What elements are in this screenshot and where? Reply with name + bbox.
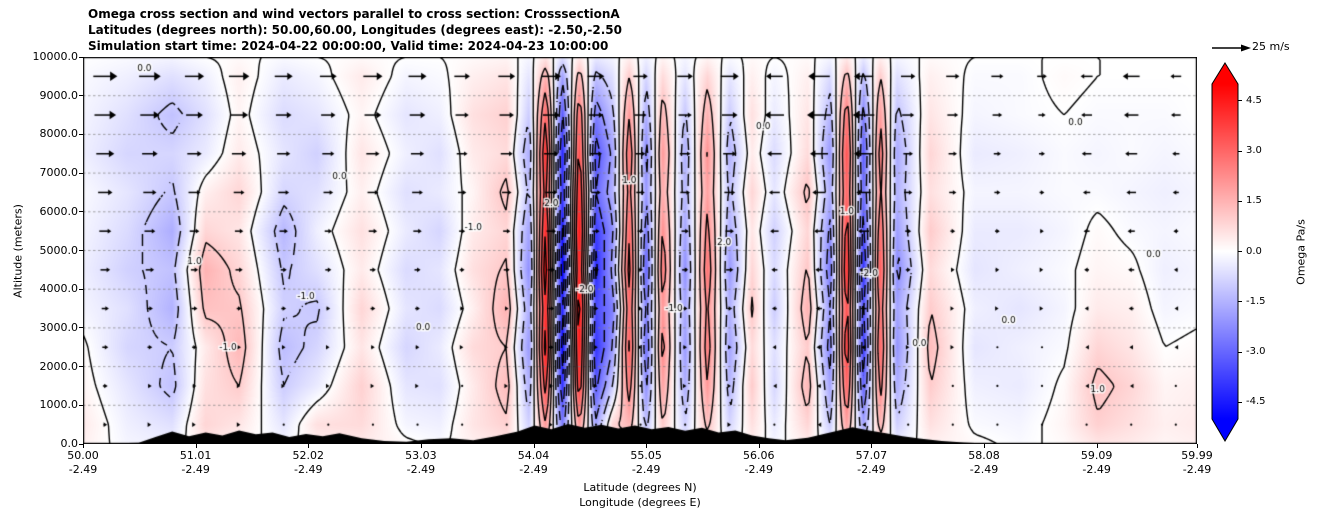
x-tick-longitude: -2.49 bbox=[969, 463, 999, 476]
y-tick-mark bbox=[79, 95, 83, 97]
colorbar-tick-mark bbox=[1238, 150, 1242, 152]
x-tick-label: 50.00 -2.49 bbox=[53, 449, 113, 477]
x-tick-label: 51.01 -2.49 bbox=[166, 449, 226, 477]
colorbar-gradient bbox=[1212, 84, 1238, 419]
colorbar-extend-max bbox=[1212, 63, 1238, 84]
x-tick-mark bbox=[758, 444, 760, 448]
title-line-3: Simulation start time: 2024-04-22 00:00:… bbox=[88, 39, 609, 53]
x-tick-longitude: -2.49 bbox=[744, 463, 773, 476]
x-tick-mark bbox=[83, 444, 84, 448]
x-tick-longitude: -2.49 bbox=[406, 463, 436, 476]
colorbar-tick-label: -3.0 bbox=[1246, 346, 1266, 357]
x-tick-mark bbox=[308, 444, 310, 448]
title-line-2: Latitudes (degrees north): 50.00,60.00, … bbox=[88, 23, 622, 37]
quiver-key-label: 25 m/s bbox=[1252, 40, 1290, 53]
x-tick-latitude: 50.00 bbox=[67, 449, 99, 462]
colorbar-tick-label: 4.5 bbox=[1246, 94, 1262, 106]
x-tick-latitude: 59.09 bbox=[1080, 449, 1113, 462]
colorbar-tick-mark bbox=[1238, 301, 1242, 303]
x-tick-mark bbox=[420, 444, 422, 448]
omega-cross-section-canvas bbox=[83, 57, 1197, 444]
y-tick-label: 2000.0 bbox=[39, 359, 79, 373]
y-tick-mark bbox=[79, 211, 83, 213]
y-tick-mark bbox=[79, 56, 83, 58]
x-tick-latitude: 52.02 bbox=[292, 449, 325, 462]
x-tick-latitude: 56.06 bbox=[743, 449, 775, 462]
x-tick-mark bbox=[871, 444, 873, 448]
x-tick-longitude: -2.49 bbox=[68, 463, 98, 476]
x-tick-latitude: 55.05 bbox=[630, 449, 662, 462]
colorbar-tick-mark bbox=[1238, 401, 1242, 403]
x-tick-latitude: 53.03 bbox=[405, 449, 437, 462]
y-tick-label: 6000.0 bbox=[39, 204, 79, 218]
y-tick-label: 4000.0 bbox=[39, 282, 79, 296]
chart-title: Omega cross section and wind vectors par… bbox=[88, 6, 622, 54]
x-tick-label: 54.04 -2.49 bbox=[504, 449, 564, 477]
y-tick-label: 8000.0 bbox=[39, 127, 79, 141]
y-tick-label: 0.0 bbox=[60, 437, 79, 450]
title-line-1: Omega cross section and wind vectors par… bbox=[88, 7, 620, 21]
x-tick-longitude: -2.49 bbox=[1082, 463, 1111, 476]
x-tick-label: 59.99 -2.49 bbox=[1167, 449, 1227, 477]
plot-area bbox=[83, 57, 1197, 444]
colorbar-tick-mark bbox=[1238, 351, 1242, 353]
y-tick-mark bbox=[79, 172, 83, 174]
y-tick-mark bbox=[79, 250, 83, 251]
x-tick-label: 55.05 -2.49 bbox=[616, 449, 676, 477]
x-tick-mark bbox=[1096, 444, 1098, 448]
colorbar-tick-label: 1.5 bbox=[1246, 195, 1262, 207]
x-tick-longitude: -2.49 bbox=[631, 463, 661, 476]
x-tick-longitude: -2.49 bbox=[1182, 463, 1212, 476]
x-tick-mark bbox=[533, 444, 535, 448]
x-tick-label: 52.02 -2.49 bbox=[278, 449, 338, 477]
x-tick-label: 59.09 -2.49 bbox=[1067, 449, 1127, 477]
y-tick-label: 10000.0 bbox=[32, 50, 79, 63]
colorbar-tick-label: 3.0 bbox=[1246, 145, 1262, 156]
x-tick-longitude: -2.49 bbox=[181, 463, 210, 476]
y-tick-label: 1000.0 bbox=[39, 398, 79, 412]
y-tick-mark bbox=[79, 133, 83, 135]
x-tick-label: 57.07 -2.49 bbox=[841, 449, 901, 477]
y-tick-label: 3000.0 bbox=[39, 320, 79, 334]
y-tick-mark bbox=[79, 404, 83, 406]
colorbar-tick-mark bbox=[1238, 100, 1242, 102]
y-tick-mark bbox=[79, 327, 83, 329]
y-tick-mark bbox=[79, 366, 83, 368]
colorbar bbox=[1211, 62, 1239, 442]
x-tick-latitude: 57.07 bbox=[855, 449, 888, 462]
y-tick-label: 9000.0 bbox=[39, 88, 79, 102]
x-tick-mark bbox=[1197, 444, 1198, 448]
x-tick-longitude: -2.49 bbox=[294, 463, 323, 476]
quiver-key-arrow-icon bbox=[1212, 44, 1251, 52]
x-tick-label: 53.03 -2.49 bbox=[391, 449, 451, 477]
y-tick-label: 7000.0 bbox=[39, 166, 79, 180]
colorbar-tick-label: -4.5 bbox=[1246, 396, 1266, 408]
x-tick-latitude: 51.01 bbox=[179, 449, 212, 462]
x-tick-label: 58.08 -2.49 bbox=[954, 449, 1014, 477]
x-tick-latitude: 54.04 bbox=[517, 449, 550, 462]
colorbar-tick-mark bbox=[1238, 251, 1242, 252]
x-axis-label-longitude: Longitude (degrees E) bbox=[579, 496, 701, 509]
colorbar-tick-label: -1.5 bbox=[1246, 295, 1266, 307]
x-tick-mark bbox=[195, 444, 197, 448]
x-tick-label: 56.06 -2.49 bbox=[729, 449, 789, 477]
x-tick-latitude: 58.08 bbox=[968, 449, 1000, 462]
x-tick-mark bbox=[646, 444, 648, 448]
colorbar-tick-mark bbox=[1238, 200, 1242, 202]
colorbar-extend-min bbox=[1212, 419, 1238, 441]
colorbar-outline bbox=[1211, 62, 1239, 442]
x-tick-latitude: 59.99 bbox=[1181, 449, 1213, 462]
colorbar-label: Omega Pa/s bbox=[1294, 219, 1308, 285]
x-tick-longitude: -2.49 bbox=[857, 463, 886, 476]
y-tick-mark bbox=[79, 443, 83, 445]
x-axis-label-latitude: Latitude (degrees N) bbox=[583, 481, 697, 494]
x-tick-longitude: -2.49 bbox=[519, 463, 548, 476]
colorbar-tick-label: 0.0 bbox=[1246, 245, 1262, 257]
x-tick-mark bbox=[984, 444, 985, 448]
y-tick-mark bbox=[79, 288, 83, 290]
y-tick-label: 5000.0 bbox=[39, 243, 79, 257]
